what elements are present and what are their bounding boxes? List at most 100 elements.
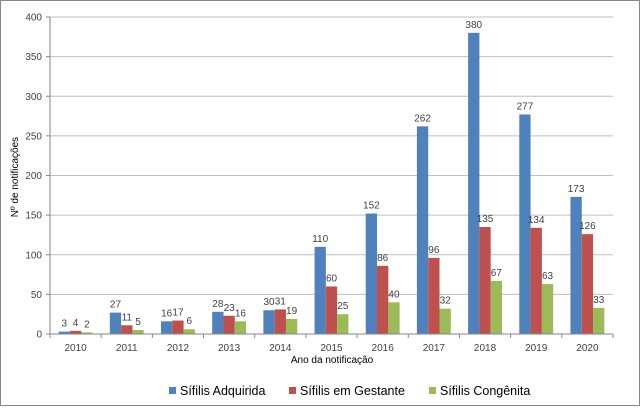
bar-s-filis-em-gestante-2013 (223, 315, 235, 334)
bar-s-filis-cong-nita-2019 (541, 284, 554, 334)
y-tick-label: 150 (25, 211, 42, 222)
legend-label: Sífilis em Gestante (300, 384, 405, 398)
data-label: 86 (377, 253, 389, 264)
data-label: 134 (528, 215, 545, 226)
x-tick-label: 2014 (269, 343, 292, 354)
bar-s-filis-cong-nita-2020 (593, 307, 605, 334)
data-label: 23 (224, 303, 236, 314)
data-label: 135 (477, 214, 494, 225)
y-tick-label: 100 (25, 250, 42, 261)
bar-s-filis-adquirida-2012 (161, 321, 173, 334)
data-label: 60 (326, 273, 338, 284)
y-tick-label: 200 (25, 171, 42, 182)
x-tick-label: 2018 (474, 343, 497, 354)
legend-swatch (289, 387, 296, 394)
bar-s-filis-adquirida-2017 (416, 126, 429, 335)
legend: Sífilis Adquirida Sífilis em Gestante Sífi… (169, 384, 530, 398)
bar-s-filis-cong-nita-2014 (285, 318, 298, 334)
bar-s-filis-adquirida-2019 (519, 114, 531, 334)
data-label: 110 (312, 234, 328, 245)
y-tick-label: 400 (25, 13, 42, 24)
legend-label: Sífilis Congênita (440, 384, 530, 398)
data-label: 17 (172, 308, 184, 319)
data-label: 31 (275, 296, 287, 307)
x-tick-label: 2019 (525, 343, 548, 354)
data-label: 67 (491, 268, 503, 279)
legend-label: Sífilis Adquirida (180, 384, 266, 398)
x-tick-label: 2012 (167, 343, 190, 354)
data-label: 63 (542, 271, 554, 282)
x-tick-label: 2010 (64, 343, 87, 354)
bar-s-filis-adquirida-2016 (365, 213, 378, 334)
bar-s-filis-cong-nita-2013 (234, 321, 247, 334)
bar-s-filis-adquirida-2010 (58, 331, 70, 334)
bar-s-filis-em-gestante-2010 (69, 330, 82, 334)
axes (49, 17, 613, 335)
data-label: 40 (388, 289, 400, 300)
bar-s-filis-cong-nita-2017 (439, 308, 451, 334)
data-label: 28 (212, 299, 224, 310)
y-tick-label: 250 (25, 131, 42, 142)
data-label: 32 (440, 296, 452, 307)
legend-swatch (429, 387, 436, 394)
x-tick-label: 2020 (576, 343, 599, 354)
bar-s-filis-em-gestante-2014 (274, 309, 286, 334)
legend-swatch (169, 387, 176, 394)
bar-s-filis-cong-nita-2010 (81, 332, 93, 334)
y-axis-title: Nº de notificações (10, 137, 21, 217)
data-label: 25 (337, 301, 349, 312)
data-label: 5 (135, 317, 141, 328)
bar-s-filis-cong-nita-2011 (132, 330, 144, 334)
bar-s-filis-em-gestante-2012 (172, 320, 184, 334)
data-label: 262 (414, 113, 431, 124)
x-axis-ticks: 2010 2011 2012 2013 2014 2015 2016 2017 2018 2019… (49, 334, 614, 354)
bar-s-filis-cong-nita-2012 (183, 329, 195, 334)
data-label: 4 (73, 318, 79, 329)
bar-s-filis-adquirida-2014 (263, 310, 275, 334)
data-label: 33 (593, 295, 605, 306)
bar-s-filis-adquirida-2020 (570, 196, 582, 334)
bar-s-filis-em-gestante-2016 (377, 265, 389, 334)
legend-item: Sífilis em Gestante (289, 384, 405, 398)
bar-s-filis-em-gestante-2020 (581, 234, 594, 334)
data-label: 19 (286, 306, 298, 317)
x-tick-label: 2017 (423, 343, 446, 354)
bar-s-filis-em-gestante-2019 (530, 227, 542, 334)
data-label: 126 (579, 221, 596, 232)
bar-s-filis-em-gestante-2011 (121, 325, 133, 334)
x-tick-label: 2016 (372, 343, 395, 354)
x-axis-title: Ano da notificação (291, 355, 374, 366)
bar-s-filis-adquirida-2011 (109, 312, 122, 334)
data-label: 16 (235, 308, 247, 319)
bar-s-filis-em-gestante-2018 (479, 227, 491, 334)
data-label: 6 (186, 316, 192, 327)
bar-s-filis-cong-nita-2018 (490, 280, 502, 334)
y-axis-ticks: 0 50 100 150 200 250 300 350 400 (25, 13, 50, 341)
data-label: 152 (363, 201, 380, 212)
bar-s-filis-adquirida-2015 (314, 246, 326, 334)
data-label: 96 (428, 245, 440, 256)
x-tick-label: 2015 (320, 343, 343, 354)
bar-s-filis-cong-nita-2015 (337, 314, 349, 334)
data-label: 30 (263, 297, 275, 308)
data-label: 16 (161, 308, 173, 319)
data-label: 3 (62, 319, 68, 330)
bar-s-filis-adquirida-2013 (212, 311, 224, 334)
data-label: 11 (122, 312, 133, 323)
bars (58, 32, 605, 335)
y-tick-label: 300 (25, 92, 42, 103)
legend-item: Sífilis Adquirida (169, 384, 266, 398)
bar-s-filis-em-gestante-2015 (325, 286, 338, 334)
legend-item: Sífilis Congênita (429, 384, 530, 398)
y-tick-label: 350 (25, 52, 42, 63)
bar-s-filis-em-gestante-2017 (428, 257, 440, 334)
y-tick-label: 0 (36, 330, 42, 341)
data-label: 2 (84, 319, 90, 330)
bar-s-filis-cong-nita-2016 (388, 302, 400, 334)
data-label: 27 (110, 300, 122, 311)
x-tick-label: 2011 (116, 343, 138, 354)
x-tick-label: 2013 (218, 343, 241, 354)
